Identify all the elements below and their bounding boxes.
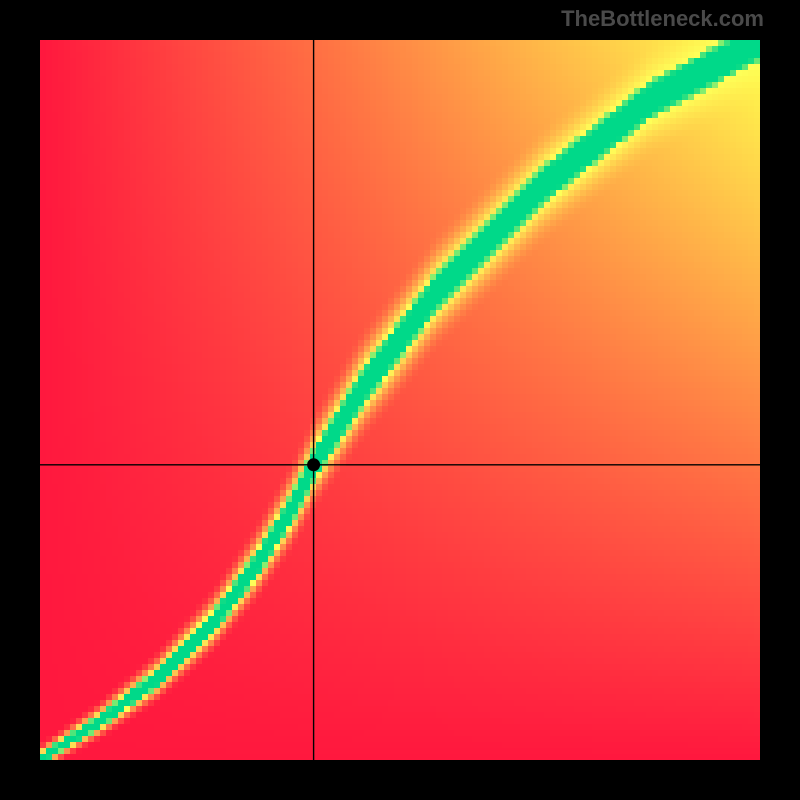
selection-marker (307, 458, 320, 471)
chart-container: TheBottleneck.com (0, 0, 800, 800)
overlay-layer (0, 0, 800, 800)
watermark-text: TheBottleneck.com (561, 6, 764, 32)
